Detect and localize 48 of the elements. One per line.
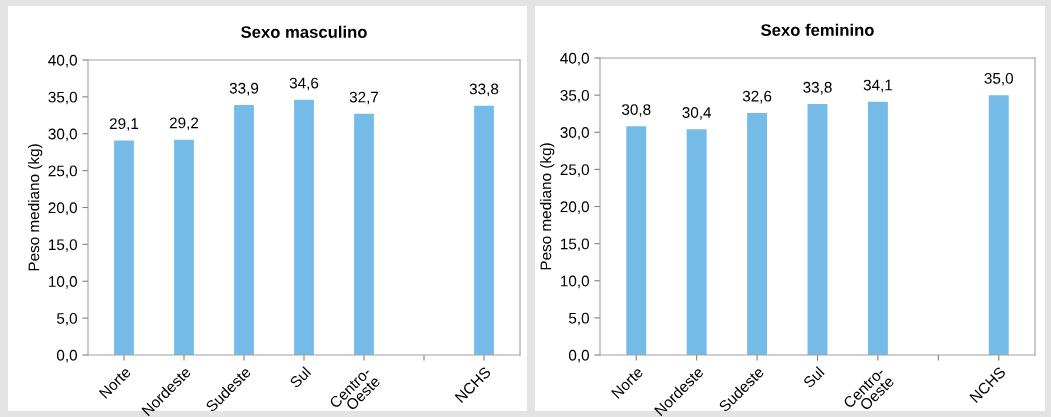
y-axis-title: Peso mediano (kg) xyxy=(28,144,43,271)
y-tick-label: 25,0 xyxy=(560,164,589,177)
y-tick-label: 40,0 xyxy=(48,54,77,68)
y-tick-label: 0,0 xyxy=(56,349,77,363)
y-tick-label: 5,0 xyxy=(568,312,589,326)
data-label: 33,8 xyxy=(469,83,499,97)
bar xyxy=(686,129,707,355)
y-tick-label: 25,0 xyxy=(48,165,77,179)
bar xyxy=(867,101,888,355)
y-tick-label: 20,0 xyxy=(48,202,77,215)
bar xyxy=(174,139,194,355)
bar xyxy=(354,113,374,355)
y-tick-label: 35,0 xyxy=(48,91,77,105)
data-label: 33,8 xyxy=(803,81,832,95)
data-label: 29,1 xyxy=(109,118,139,131)
bar xyxy=(807,104,828,355)
y-tick-label: 30,0 xyxy=(48,128,77,142)
data-label: 29,2 xyxy=(169,117,199,131)
bar xyxy=(988,95,1009,355)
y-axis-title: Peso mediano (kg) xyxy=(540,143,555,270)
y-tick-label: 5,0 xyxy=(56,312,77,326)
bar xyxy=(294,99,314,355)
y-tick-label: 15,0 xyxy=(49,239,77,252)
bar xyxy=(747,112,768,355)
y-tick-label: 35,0 xyxy=(560,89,589,103)
bar xyxy=(626,126,647,355)
data-label: 33,9 xyxy=(229,82,259,96)
y-tick-label: 15,0 xyxy=(561,238,589,252)
y-tick-label: 10,0 xyxy=(49,276,77,289)
x-tick-label: Sul xyxy=(802,366,825,389)
data-label: 30,8 xyxy=(621,104,651,117)
data-label: 34,6 xyxy=(289,77,319,91)
data-label: 34,1 xyxy=(863,79,893,93)
chart-title: Sexo feminino xyxy=(761,23,874,36)
y-tick-label: 10,0 xyxy=(561,275,589,289)
data-label: 32,7 xyxy=(349,91,379,105)
y-tick-label: 30,0 xyxy=(560,127,589,140)
bar xyxy=(114,140,134,355)
y-tick-label: 40,0 xyxy=(560,52,589,66)
chart-title: Sexo masculino xyxy=(241,25,367,38)
data-label: 35,0 xyxy=(984,72,1014,86)
bar xyxy=(474,105,494,355)
data-label: 32,6 xyxy=(742,90,772,104)
x-tick-label: Sul xyxy=(288,366,312,389)
bar xyxy=(234,104,254,355)
y-tick-label: 20,0 xyxy=(560,201,589,214)
data-label: 30,4 xyxy=(682,107,712,120)
y-tick-label: 0,0 xyxy=(568,349,589,363)
